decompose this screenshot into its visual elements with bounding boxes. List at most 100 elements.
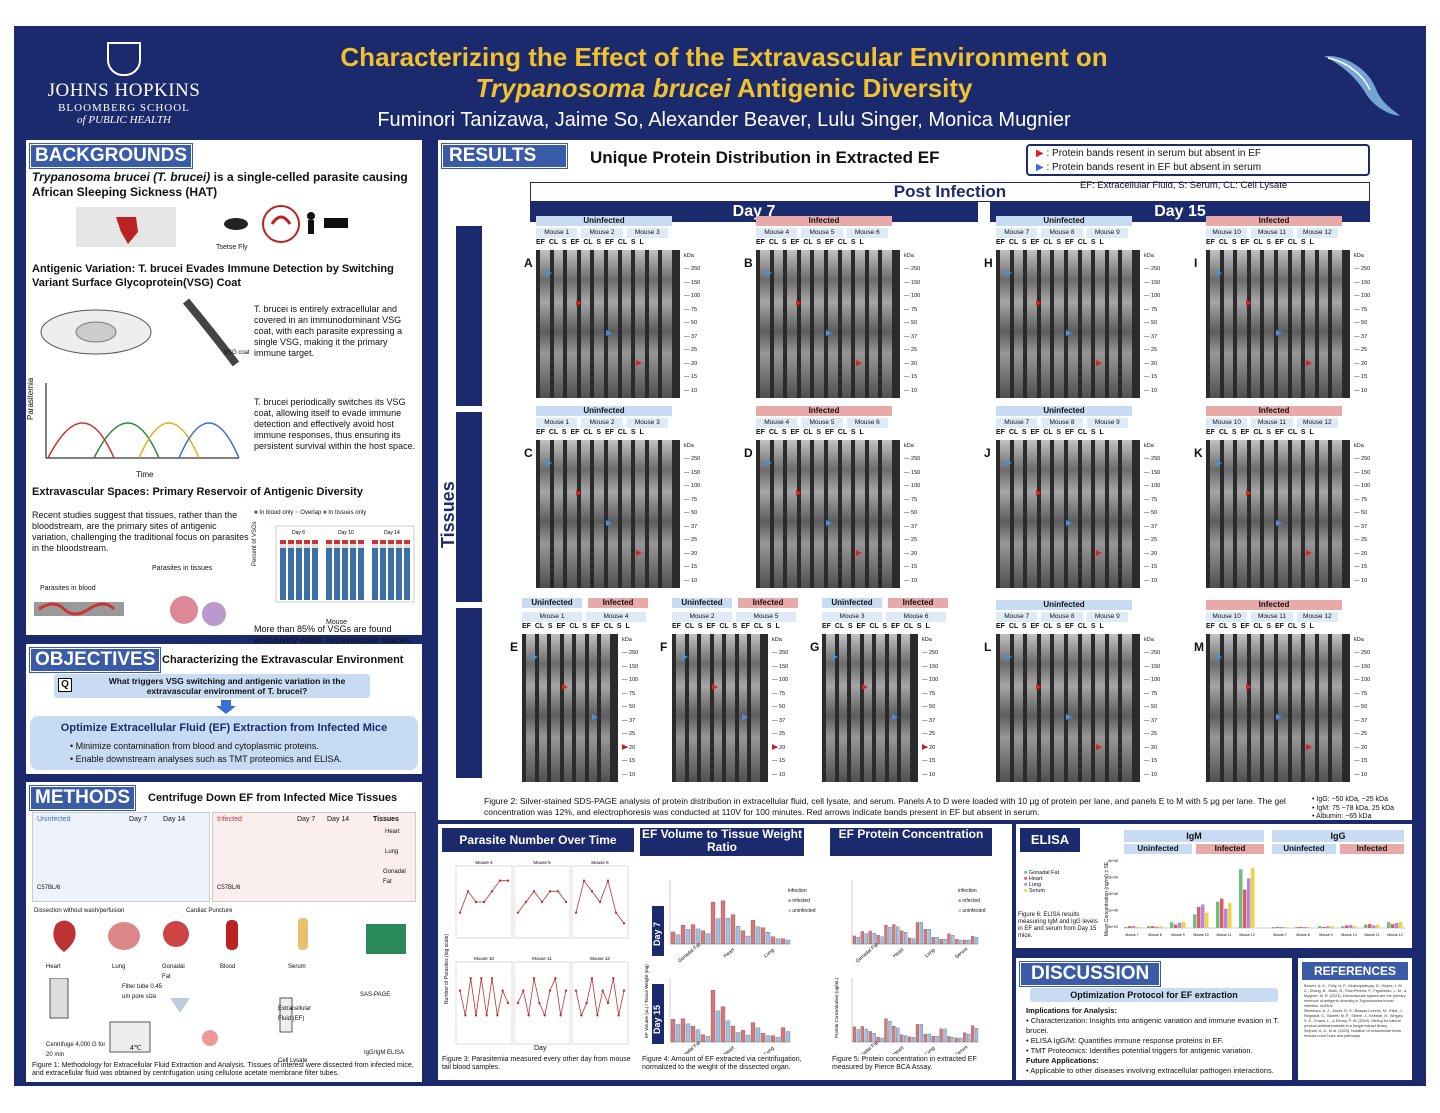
- fat-label: Gonadal Fat: [162, 964, 185, 980]
- vsg-bar-tissue: [296, 548, 302, 600]
- methods-panel: METHODS Centrifuge Down EF from Infected…: [26, 782, 422, 1082]
- band-arrow-icon: [682, 654, 688, 660]
- elisa-xtick: Mouse 9: [1171, 933, 1184, 937]
- elisa-title: ELISA: [1020, 828, 1080, 852]
- elisa-xtick: Mouse 10: [1341, 933, 1356, 937]
- references-title: REFERENCES: [1302, 962, 1408, 980]
- panel-letter-B: B: [744, 256, 753, 270]
- goal-box: Optimize Extracellular Fluid (EF) Extrac…: [30, 716, 418, 770]
- elisa-bar: [1224, 908, 1228, 928]
- y-axis-label: Protein Concentration (ug/mL): [834, 977, 839, 1038]
- bar-uninfected: [675, 934, 681, 945]
- objectives-title: OBJECTIVES: [28, 647, 162, 673]
- category-label: Lung: [763, 1045, 776, 1054]
- vsg-bar-overlap: [388, 544, 394, 548]
- lane-header: EF CL S EF CL S EF CL S L: [536, 239, 644, 246]
- elisa-bar: [1372, 925, 1376, 928]
- kda-ladder: kDa — 250— 150— 100— 75— 50— 37— 25— 20— …: [1144, 253, 1161, 394]
- bar-infected: [700, 930, 706, 945]
- bar-infected: [690, 924, 696, 945]
- vsg-bar-tissue: [280, 548, 286, 600]
- bar-uninfected: [705, 1036, 711, 1043]
- kda-ladder: kDa — 250— 150— 100— 75— 50— 37— 25— 20— …: [1144, 443, 1161, 584]
- bar-uninfected: [735, 1032, 741, 1043]
- bar-infected: [907, 937, 912, 945]
- vsg-bar-blood: [372, 540, 378, 544]
- life-cycle-icon: [224, 205, 348, 243]
- bar-uninfected: [959, 1037, 963, 1043]
- elisa-chart: 4e+06 3e+06 2e+06 1e+06 0e+00 Mouse 7 Mouse 8 M…: [1108, 859, 1406, 937]
- band-arrow-icon: [1036, 684, 1042, 690]
- band-arrow-icon: [892, 714, 898, 720]
- extravascular-heading: Extravascular Spaces: Primary Reservoir …: [32, 486, 363, 498]
- mouse-label: Mouse 3: [626, 418, 668, 428]
- para1: T. brucei is entirely extracellular and …: [254, 304, 403, 358]
- elisa-bar: [1299, 927, 1303, 928]
- vsg-bar-blood: [358, 540, 364, 544]
- mouse-label: Mouse 6: [886, 612, 946, 622]
- lane-header: EF CL S EF CL S EF CL S L: [522, 623, 630, 630]
- gel-image: [756, 250, 900, 398]
- uninfected-timeline: Uninfected Day 7 Day 14 C57BL/6: [32, 812, 210, 902]
- mouse-panel-label: Mouse 10: [474, 956, 494, 961]
- bar-infected: [884, 1018, 888, 1043]
- parasite-title: Parasite Number Over Time: [442, 828, 634, 852]
- vsg-bar-tissue: [334, 548, 340, 600]
- vol-day15: Day 15: [652, 984, 664, 1044]
- elisa-bar: [1147, 926, 1151, 928]
- panel-letter-C: C: [524, 446, 533, 460]
- vsg-bar-blood: [288, 540, 294, 544]
- kda-ladder: kDa — 250— 150— 100— 75— 50— 37— 25— 20— …: [684, 443, 701, 584]
- mouse-label: Mouse 8: [1041, 612, 1083, 622]
- mouse-label: Mouse 10: [1206, 612, 1248, 622]
- parasitemia-waves: [45, 383, 240, 459]
- mouse-label: Mouse 5: [801, 418, 843, 428]
- vsg-bar-tissue: [350, 548, 356, 600]
- elisa-bar: [1303, 927, 1307, 928]
- day-label: Day 6: [292, 530, 305, 536]
- lane-header: EF CL S EF CL S EF CL S L: [536, 429, 644, 436]
- group-uninfected: Uninfected: [996, 600, 1132, 610]
- bar-infected: [770, 1035, 776, 1043]
- igm-header: IgM: [1124, 830, 1264, 842]
- fig5-caption: Figure 5: Protein concentration in extra…: [832, 1056, 977, 1071]
- question-text: What triggers VSG switching and antigeni…: [108, 676, 346, 696]
- elisa-bar: [1364, 924, 1368, 928]
- elisa-bar: [1399, 922, 1403, 928]
- objectives-subtitle: Characterizing the Extravascular Environ…: [162, 654, 404, 666]
- bar-uninfected: [967, 939, 971, 945]
- group-uninfected: Uninfected: [522, 598, 582, 608]
- discussion-subtitle: Optimization Protocol for EF extraction: [1030, 988, 1278, 1002]
- band-arrow-icon: [766, 460, 772, 466]
- row-lung: Lung: [480, 472, 500, 516]
- blood-tissue-diagram: [34, 596, 226, 626]
- elisa-bar: [1197, 906, 1201, 928]
- vsg-chart-xlabel: Mouse: [326, 619, 348, 626]
- bar-infected: [892, 1025, 896, 1043]
- mouse-label: Mouse 8: [1041, 228, 1083, 238]
- bar-uninfected: [974, 1027, 979, 1043]
- group-infected: Infected: [756, 406, 892, 416]
- infected-timeline: Infected Day 7 Day 14 Tissues Heart Lung…: [212, 812, 416, 902]
- vsg-bar-overlap: [312, 544, 318, 548]
- bar-infected: [939, 1028, 943, 1043]
- mouse-label: Mouse 2: [581, 228, 623, 238]
- elisa-bar: [1368, 924, 1372, 928]
- mouse-label: Mouse 1: [536, 418, 578, 428]
- serum-label: Serum: [288, 964, 306, 970]
- panel-letter-D: D: [744, 446, 753, 460]
- group-uninfected: Uninfected: [536, 406, 672, 416]
- vsg-bar-overlap: [396, 544, 402, 548]
- elisa-ytick: 4e+06: [1108, 859, 1118, 863]
- band-arrow-icon: [1246, 490, 1252, 496]
- band-arrow-icon: [922, 744, 928, 750]
- vsg-coat-label: VSG coat: [224, 350, 250, 356]
- antigenic-heading: Antigenic Variation: T. brucei Evades Im…: [32, 263, 394, 289]
- parasitemia-axis: Parasitemia: [26, 377, 35, 420]
- mouse-label: Mouse 3: [822, 612, 882, 622]
- group-infected: Infected: [738, 598, 798, 608]
- bar-infected: [680, 924, 686, 945]
- tsetse-label: Tsetse Fly: [216, 244, 248, 251]
- bar-uninfected: [959, 939, 963, 945]
- references-list: Beaver, A. K., Crilly, N. P., Mukhopadhy…: [1304, 984, 1407, 1038]
